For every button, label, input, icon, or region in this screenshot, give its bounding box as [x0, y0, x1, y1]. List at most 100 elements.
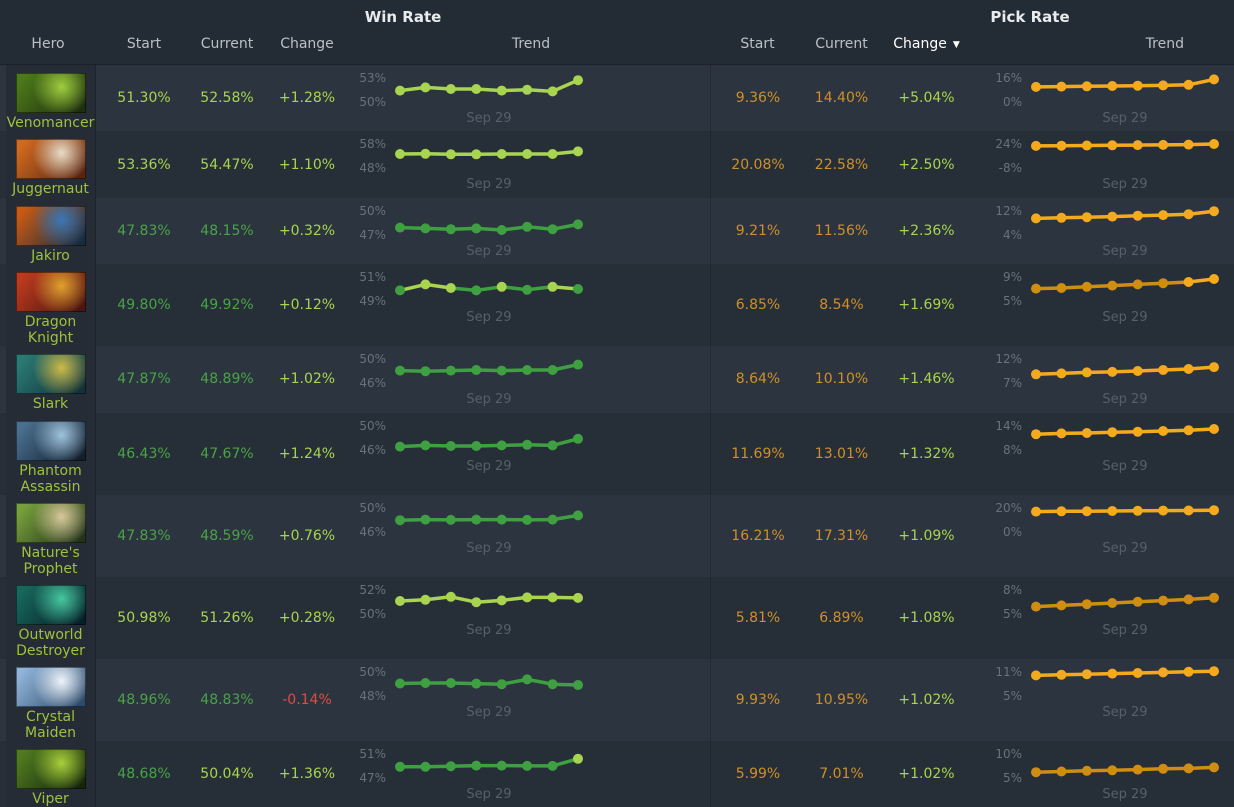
y-axis-top-label: 12%	[995, 352, 1022, 367]
x-axis-date-label: Sep 29	[1102, 540, 1148, 556]
win-trend-y-axis: 51% 47%	[352, 745, 386, 807]
pick-trend-sparkline	[1031, 592, 1219, 612]
pick-trend-sparkline	[1031, 665, 1219, 681]
y-axis-bottom-label: 5%	[1002, 606, 1022, 621]
column-header-win-trend: Trend	[511, 36, 551, 52]
column-header-hero[interactable]: Hero	[31, 36, 65, 52]
x-axis-date-label: Sep 29	[466, 704, 512, 720]
win-change-value: +1.28%	[278, 90, 336, 107]
win-trend-cell: 50% 48% Sep 29	[352, 659, 710, 741]
win-current-value: 47.67%	[200, 445, 254, 462]
x-axis-date-label: Sep 29	[466, 392, 512, 408]
y-axis-top-label: 20%	[995, 500, 1022, 515]
pick-trend-y-axis: 10% 5%	[975, 745, 1022, 807]
win-current-value: 54.47%	[200, 156, 254, 173]
win-trend-sparkline	[395, 359, 583, 377]
win-trend-sparkline	[395, 753, 583, 772]
column-header-win-current[interactable]: Current	[200, 36, 254, 52]
pick-start-value: 9.93%	[710, 658, 805, 741]
win-sparkline-block: Sep 29	[394, 135, 584, 197]
win-start-value: 48.68%	[117, 765, 171, 782]
hero-portrait-image[interactable]	[15, 73, 86, 113]
sort-descending-icon: ▼	[952, 40, 960, 50]
y-axis-top-label: 11%	[995, 664, 1022, 679]
pick-trend-cell: 24% -8% Sep 29	[975, 131, 1234, 197]
hero-name-link[interactable]: Viper	[32, 790, 69, 807]
column-header-pick-change-sorted[interactable]: Change ▼	[878, 36, 975, 52]
win-trend-sparkline	[395, 75, 583, 97]
hero-portrait-image[interactable]	[15, 502, 86, 543]
pick-start-value: 6.85%	[710, 264, 805, 347]
win-start-value: 53.36%	[117, 156, 171, 173]
y-axis-top-label: 14%	[995, 418, 1022, 433]
win-sparkline-block: Sep 29	[394, 69, 584, 131]
hero-portrait-image[interactable]	[15, 420, 86, 461]
x-axis-date-label: Sep 29	[466, 243, 512, 259]
hero-name-link[interactable]: Phantom Assassin	[19, 462, 82, 495]
hero-row: Crystal Maiden 48.96% 48.83% -0.14% 50% …	[0, 658, 1234, 741]
hero-name-link[interactable]: Juggernaut	[12, 181, 89, 198]
hero-portrait-image[interactable]	[15, 272, 86, 313]
hero-cell-inner: Nature's Prophet	[6, 494, 96, 577]
y-axis-top-label: 50%	[359, 418, 386, 433]
y-axis-bottom-label: 47%	[359, 227, 386, 242]
column-header-pick-start[interactable]: Start	[740, 36, 775, 52]
win-trend-sparkline	[395, 219, 583, 235]
y-axis-bottom-label: 5%	[1002, 294, 1022, 309]
x-axis-date-label: Sep 29	[466, 111, 512, 126]
pick-sparkline-block: Sep 29	[1030, 69, 1220, 131]
win-trend-sparkline	[395, 279, 583, 296]
pick-trend-cell: 11% 5% Sep 29	[975, 659, 1234, 741]
pick-start-value: 8.64%	[710, 346, 805, 413]
pick-rate-section-header: Pick Rate	[710, 8, 1234, 31]
win-trend-sparkline	[395, 146, 583, 160]
hero-cell: Juggernaut	[0, 131, 96, 198]
win-current-value: 49.92%	[200, 297, 254, 314]
hero-portrait-image[interactable]	[15, 205, 86, 246]
win-sparkline-block: Sep 29	[394, 663, 584, 741]
hero-portrait-image[interactable]	[15, 748, 86, 789]
pick-sparkline-block: Sep 29	[1030, 417, 1220, 495]
y-axis-top-label: 10%	[995, 746, 1022, 761]
column-header-win-start[interactable]: Start	[126, 36, 162, 52]
hero-name-link[interactable]: Dragon Knight	[24, 314, 77, 347]
hero-cell: Slark	[0, 346, 96, 413]
hero-name-link[interactable]: Jakiro	[31, 247, 70, 264]
win-sparkline-block: Sep 29	[394, 268, 584, 346]
y-axis-top-label: 50%	[359, 352, 386, 367]
pick-change-value: +1.69%	[898, 297, 955, 314]
hero-portrait-image[interactable]	[15, 666, 86, 707]
pick-trend-sparkline	[1031, 139, 1219, 152]
x-axis-date-label: Sep 29	[466, 458, 512, 474]
hero-name-link[interactable]: Slark	[32, 396, 69, 413]
y-axis-top-label: 24%	[995, 137, 1022, 152]
win-change-value: +0.76%	[278, 527, 336, 544]
hero-rows-container: Venomancer 51.30% 52.58% +1.28% 53% 50% …	[0, 65, 1234, 807]
column-header-pick-current[interactable]: Current	[815, 36, 868, 52]
hero-name-link[interactable]: Venomancer	[6, 115, 95, 131]
hero-portrait-image[interactable]	[15, 354, 86, 395]
pick-rate-title: Pick Rate	[990, 8, 1070, 26]
hero-name-link[interactable]: Nature's Prophet	[21, 544, 80, 577]
hero-cell-inner: Venomancer	[6, 65, 96, 132]
pick-start-value: 9.36%	[710, 65, 805, 132]
pick-trend-y-axis: 11% 5%	[975, 663, 1022, 741]
hero-row: Viper 48.68% 50.04% +1.36% 51% 47% Sep 2…	[0, 740, 1234, 807]
win-current-value: 52.58%	[200, 90, 254, 107]
win-current-value: 48.15%	[200, 223, 254, 240]
hero-portrait-image[interactable]	[15, 139, 86, 180]
hero-portrait-image[interactable]	[15, 584, 86, 625]
y-axis-bottom-label: 50%	[359, 606, 386, 621]
y-axis-bottom-label: 50%	[359, 95, 386, 109]
pick-change-value: +1.02%	[898, 765, 955, 782]
win-current-value: 48.83%	[200, 691, 254, 708]
y-axis-bottom-label: 0%	[1002, 95, 1022, 109]
hero-name-link[interactable]: Crystal Maiden	[25, 708, 76, 741]
column-header-win-change[interactable]: Change	[280, 36, 334, 52]
hero-name-link[interactable]: Outworld Destroyer	[16, 626, 85, 659]
hero-cell: Venomancer	[0, 65, 96, 132]
win-trend-sparkline	[395, 674, 583, 690]
hero-cell: Phantom Assassin	[0, 412, 96, 495]
win-trend-cell: 50% 46% Sep 29	[352, 413, 710, 495]
